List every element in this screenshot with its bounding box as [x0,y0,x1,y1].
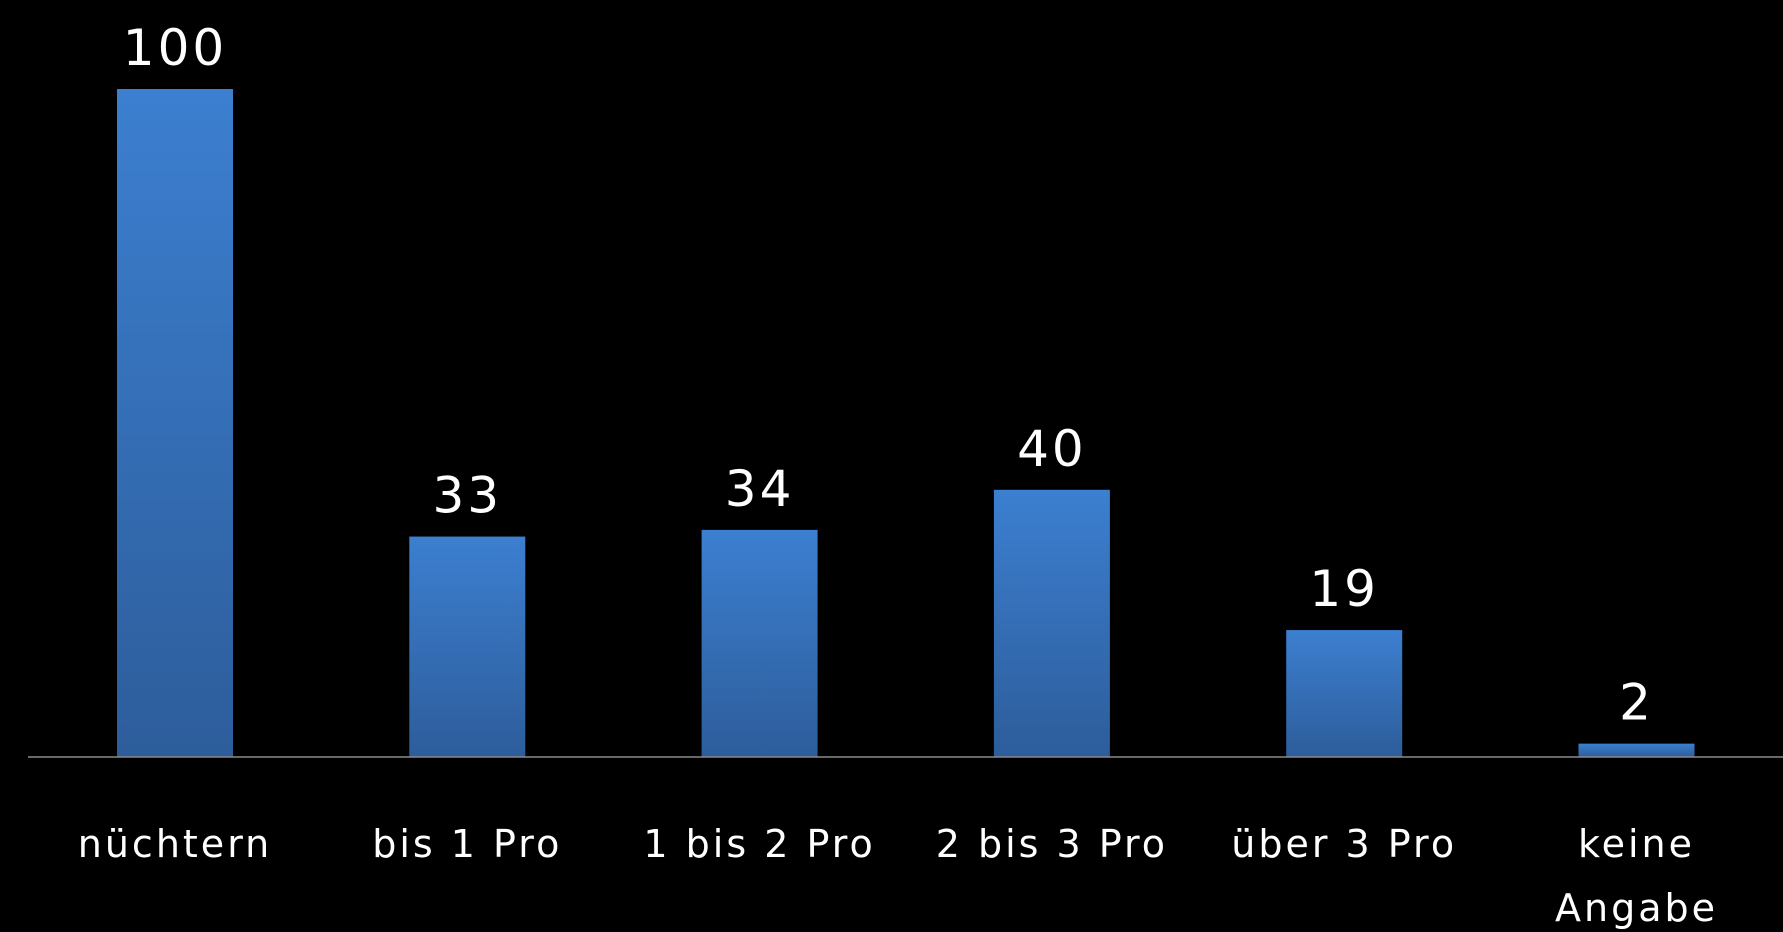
value-label: 40 [1017,420,1087,478]
value-label: 2 [1619,674,1654,732]
bar [701,529,818,757]
value-label: 33 [432,467,502,525]
bar [1286,630,1403,757]
x-tick-label: 1 bis 2 Pro [643,822,876,866]
x-tick-label: bis 1 Pro [372,822,563,866]
value-label: 19 [1309,560,1379,618]
x-tick-label: keine Angabe [1555,822,1718,930]
bar [409,536,526,757]
x-tick-label: über 3 Pro [1231,822,1458,866]
value-label: 34 [725,460,795,518]
bar [1578,743,1695,757]
bar [993,489,1110,757]
value-label: 100 [123,19,227,77]
bar [117,89,233,757]
x-tick-label: 2 bis 3 Pro [935,822,1169,866]
x-tick-label: nüchtern [77,822,273,866]
